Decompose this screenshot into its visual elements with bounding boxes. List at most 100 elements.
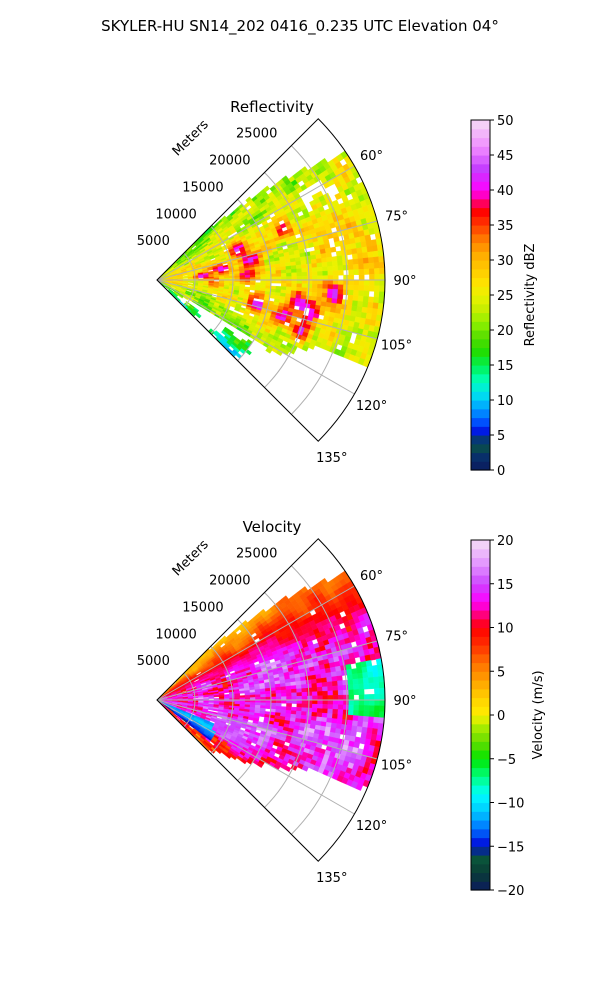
data-cell [275, 273, 282, 278]
data-cell [306, 271, 313, 277]
data-cell [363, 263, 370, 270]
data-cell [341, 254, 348, 261]
data-cell [346, 719, 354, 726]
colorbar-segment [471, 732, 490, 742]
data-cell [291, 279, 298, 284]
data-cell [358, 694, 365, 701]
data-cell [353, 269, 360, 276]
data-cell [347, 714, 354, 721]
data-cell [301, 267, 308, 273]
data-cell [372, 250, 379, 258]
data-cell [337, 284, 344, 291]
data-cell [332, 279, 339, 285]
colorbar-segment [471, 636, 490, 646]
data-cell [305, 679, 312, 685]
data-cell [317, 695, 323, 701]
data-cell [296, 707, 303, 712]
data-cell [327, 704, 334, 710]
data-cell [337, 680, 344, 687]
data-cell [369, 699, 375, 706]
data-cell [260, 691, 266, 695]
data-cell [371, 664, 379, 672]
data-cell [342, 264, 349, 271]
colorbar-tick-label: 25 [497, 289, 514, 304]
colorbar-segment [471, 373, 490, 384]
data-cell [254, 271, 261, 276]
data-cell [296, 279, 303, 285]
data-cell [343, 704, 349, 711]
data-cell [275, 702, 282, 707]
data-cell [358, 290, 365, 297]
data-cell [363, 694, 370, 701]
data-cell [358, 285, 365, 292]
data-cell [379, 267, 386, 275]
data-cell [291, 699, 298, 704]
data-cell [346, 248, 353, 256]
colorbar-segment [471, 697, 490, 707]
colorbar-tick-label: 10 [497, 394, 514, 409]
colorbar-segment [471, 548, 490, 559]
data-cell [229, 275, 235, 279]
data-cell [301, 695, 308, 701]
data-cell [280, 686, 287, 691]
data-cell [322, 279, 329, 285]
data-cell [296, 268, 303, 273]
data-cell [311, 283, 318, 289]
colorbar-tick-label: 45 [497, 149, 514, 164]
data-cell [265, 690, 272, 695]
data-cell [363, 705, 370, 712]
data-cell [244, 282, 251, 286]
data-cell [301, 703, 308, 709]
colorbar-segment [471, 610, 490, 620]
data-cell [379, 279, 386, 287]
colorbar-segment [471, 155, 490, 165]
data-cell [312, 699, 318, 705]
data-cell [296, 283, 303, 288]
data-cell [327, 288, 334, 295]
data-cell [296, 688, 303, 693]
data-cell [312, 279, 318, 285]
azimuth-tick-label: 105° [381, 759, 412, 774]
data-cell [373, 711, 380, 718]
data-cell [265, 705, 272, 710]
data-cell [362, 721, 369, 728]
velocity-panel: Velocity 5000 10000 15000 20000 25000 Meters 60… [137, 518, 546, 899]
data-cell [265, 693, 272, 698]
data-cell [374, 268, 380, 275]
data-cell [322, 266, 329, 272]
colorbar-segment [471, 233, 490, 244]
data-cell [182, 277, 189, 279]
data-cell [348, 694, 355, 701]
colorbar-label: Reflectivity dBZ [523, 244, 538, 347]
colorbar-segment [471, 251, 490, 261]
data-cell [374, 705, 380, 712]
data-cell [347, 684, 354, 691]
range-tick-label: 20000 [209, 154, 250, 169]
data-cell [291, 272, 298, 277]
data-cell [317, 691, 324, 697]
data-cell [348, 704, 355, 711]
data-cell [368, 677, 375, 684]
data-cell [306, 283, 313, 289]
colorbar-segment [471, 303, 490, 314]
data-cell [351, 248, 358, 255]
data-cell [316, 262, 323, 268]
data-cell [224, 275, 230, 279]
data-cell [379, 273, 386, 281]
colorbar-segment [471, 225, 490, 235]
data-cell [357, 720, 364, 728]
data-cell [316, 288, 323, 294]
colorbar-tick-label: −10 [497, 797, 524, 812]
data-cell [270, 690, 277, 695]
reflectivity-panel: Reflectivity 5000 10000 15000 20000 25000 Mete… [137, 98, 538, 479]
data-cell [342, 259, 349, 266]
data-cell [311, 687, 318, 693]
data-cell [368, 705, 375, 712]
data-cell [316, 708, 323, 714]
colorbar-tick-label: −15 [497, 840, 524, 855]
data-cell [346, 304, 353, 312]
data-cell [378, 291, 385, 299]
data-cell [338, 279, 344, 286]
data-cell [342, 684, 349, 691]
colorbar-segment [471, 802, 490, 812]
